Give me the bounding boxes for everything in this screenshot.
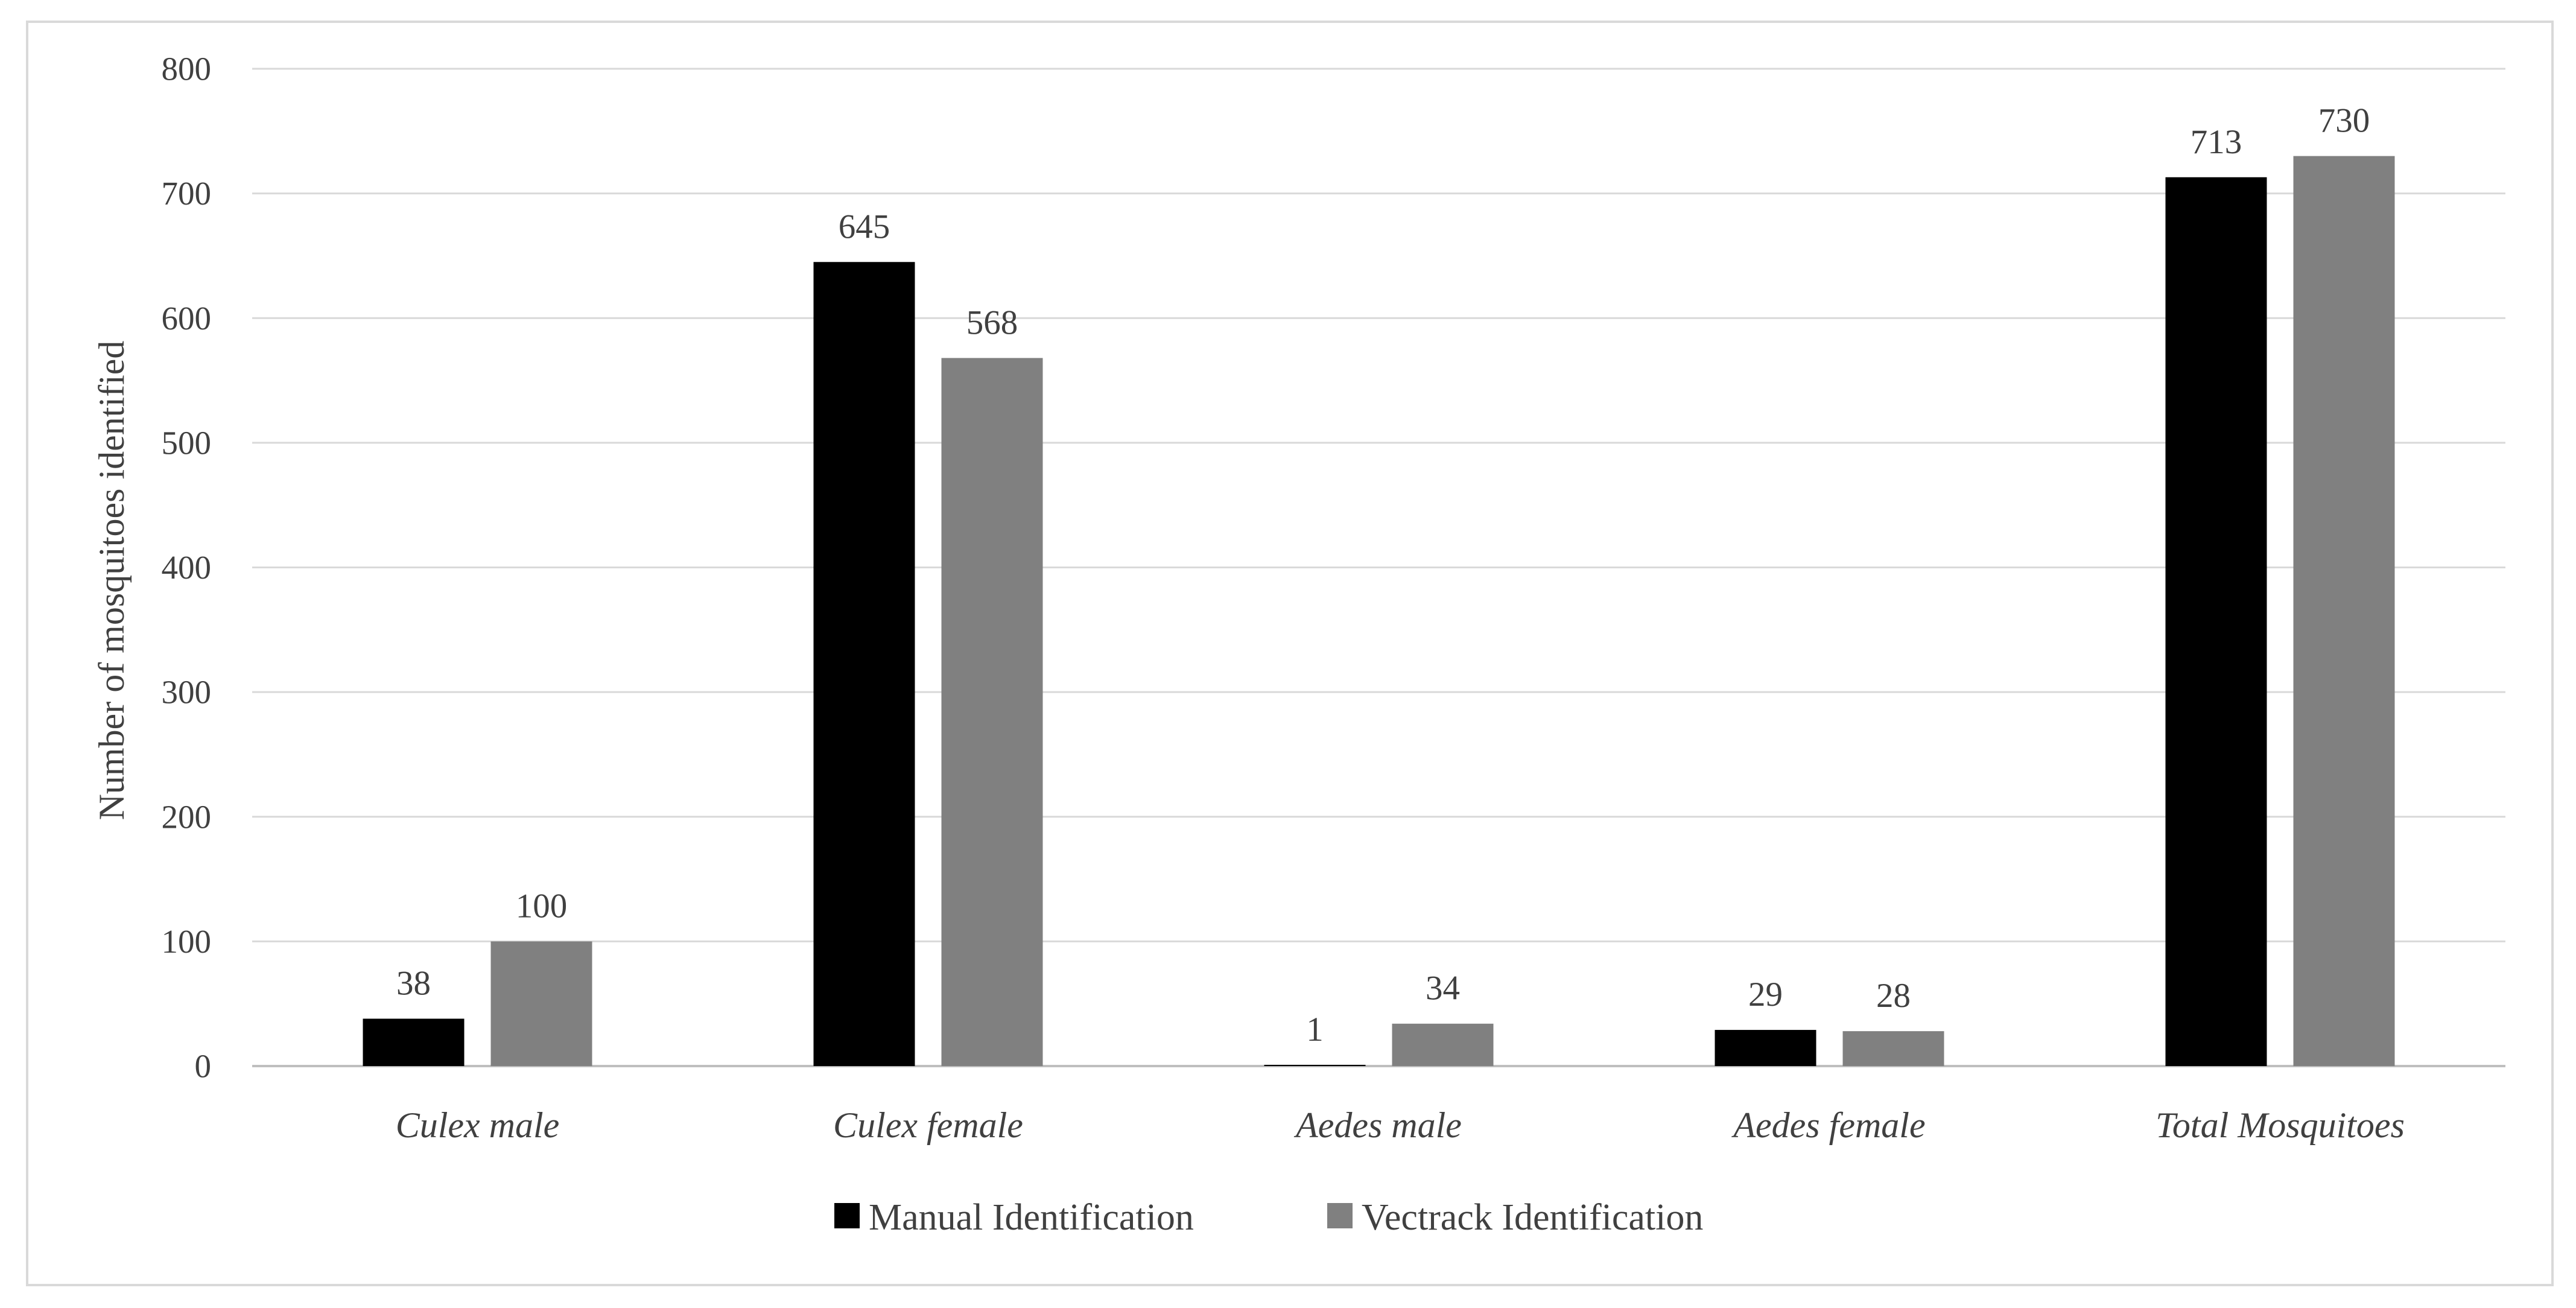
y-tick-label: 600 [162, 300, 212, 337]
y-tick-label: 200 [162, 798, 212, 835]
bar [1264, 1064, 1366, 1066]
legend-label: Manual Identification [869, 1197, 1194, 1238]
bar [813, 262, 915, 1066]
data-label: 568 [966, 303, 1018, 341]
bar [2293, 156, 2395, 1067]
y-axis-title: Number of mosquitoes identified [92, 341, 132, 821]
bars [363, 156, 2395, 1067]
y-axis-ticks: 0 100 200 300 400 500 600 700 800 [162, 51, 212, 1085]
gridlines [252, 68, 2505, 1067]
x-category-label: Culex male [396, 1105, 560, 1145]
data-label: 1 [1306, 1011, 1324, 1049]
bar [2165, 177, 2267, 1066]
y-tick-label: 700 [162, 175, 212, 212]
x-category-label: Aedes female [1731, 1105, 1925, 1145]
bar [1392, 1023, 1494, 1066]
bar [1842, 1031, 1944, 1066]
bar [490, 941, 592, 1066]
data-label: 100 [516, 887, 568, 925]
data-label: 713 [2191, 123, 2242, 161]
data-label: 38 [396, 964, 431, 1002]
data-label: 730 [2318, 102, 2370, 140]
chart-frame [26, 21, 2554, 1286]
y-tick-label: 800 [162, 51, 212, 87]
legend: Manual Identification Vectrack Identifica… [834, 1197, 1703, 1238]
data-label: 34 [1426, 970, 1460, 1008]
bar [1715, 1030, 1816, 1066]
data-label: 29 [1748, 976, 1783, 1014]
data-label: 28 [1876, 977, 1911, 1015]
y-tick-label: 500 [162, 424, 212, 461]
y-tick-label: 100 [162, 923, 212, 960]
legend-swatch [1327, 1203, 1353, 1228]
legend-label: Vectrack Identification [1362, 1197, 1703, 1238]
y-tick-label: 0 [195, 1048, 212, 1085]
y-tick-label: 300 [162, 674, 212, 711]
x-category-label: Total Mosquitoes [2156, 1105, 2405, 1145]
x-category-label: Aedes male [1293, 1105, 1462, 1145]
data-label: 645 [839, 208, 890, 246]
bar [363, 1018, 465, 1066]
y-tick-label: 400 [162, 549, 212, 586]
legend-swatch [834, 1203, 860, 1228]
data-labels: 38 100 645 568 1 34 29 28 713 730 [396, 102, 2370, 1049]
x-category-label: Culex female [833, 1105, 1023, 1145]
bar [941, 358, 1043, 1066]
x-axis-categories: Culex male Culex female Aedes male Aedes fe… [396, 1105, 2405, 1145]
